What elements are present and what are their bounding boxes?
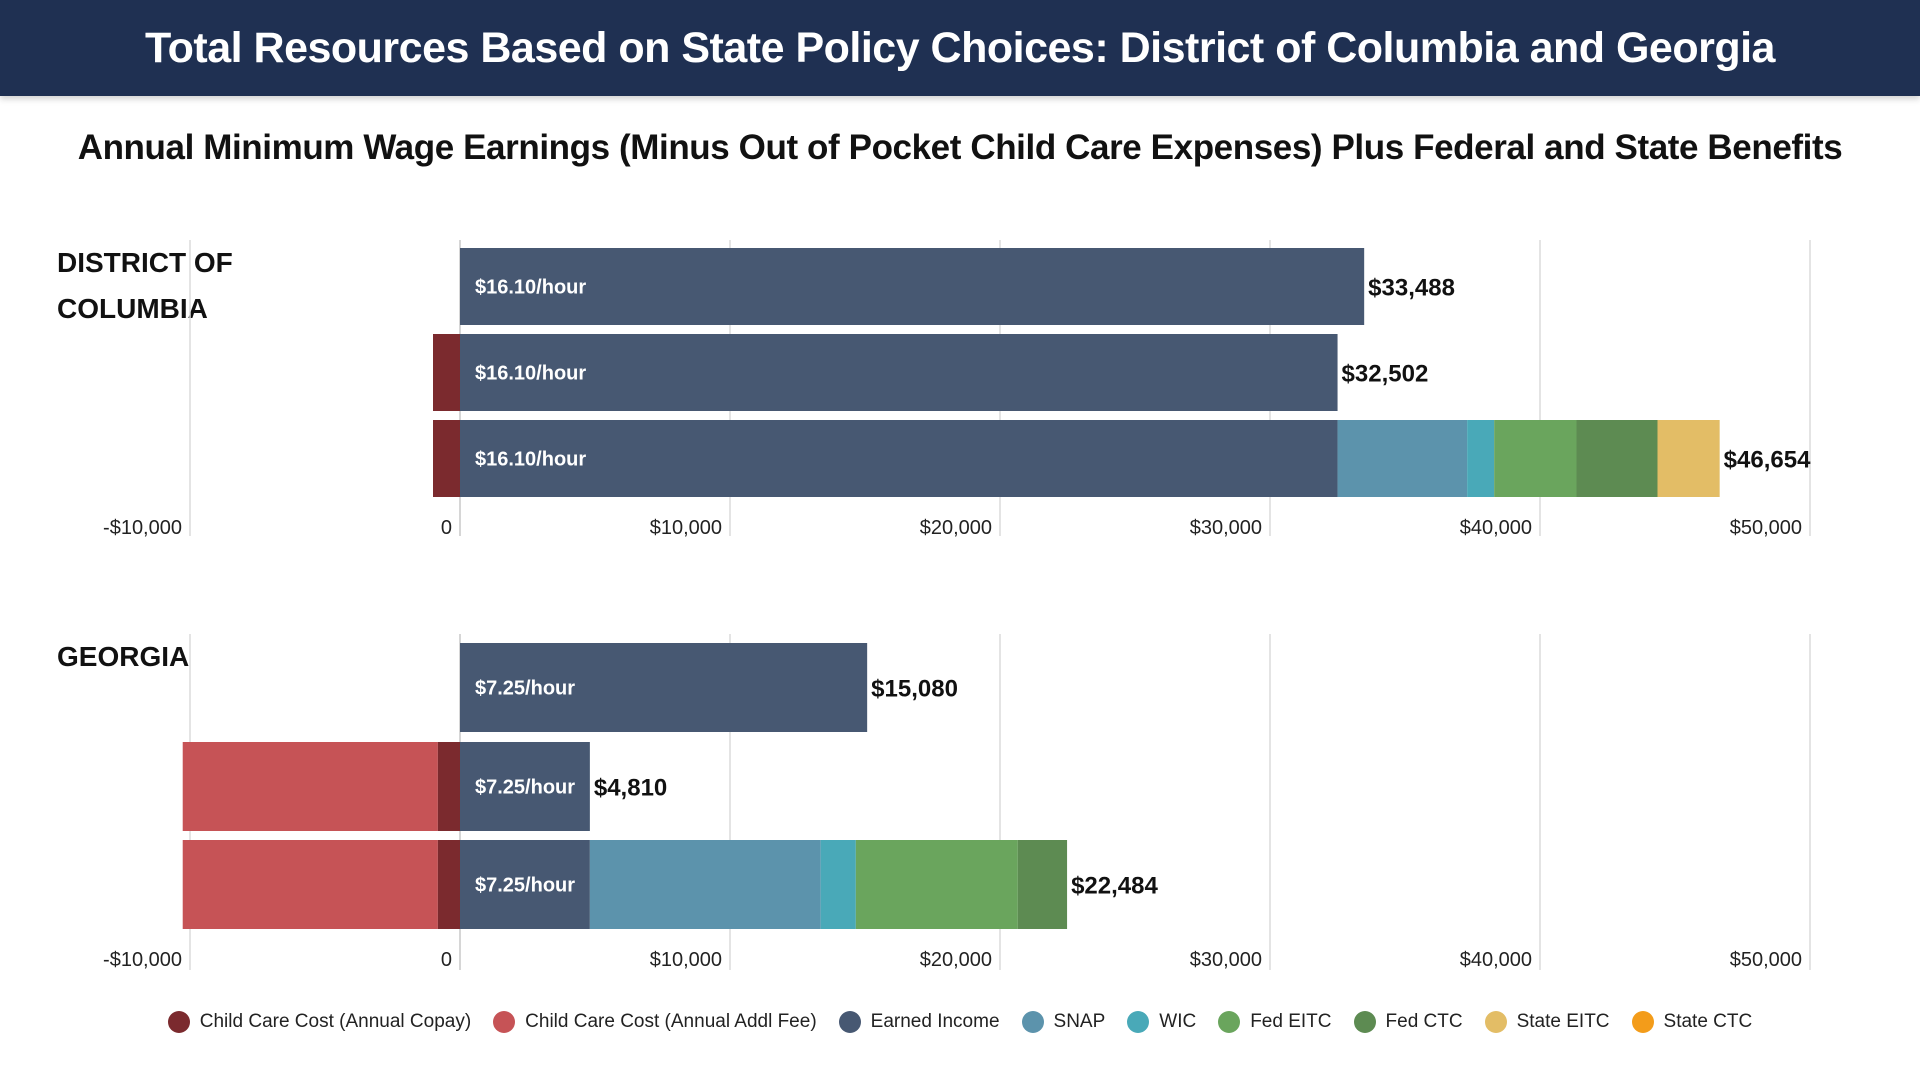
bar-segment [182, 742, 438, 831]
x-tick-label: $20,000 [920, 949, 992, 971]
legend: Child Care Cost (Annual Copay) Child Care… [0, 1006, 1920, 1038]
legend-label: Earned Income [870, 1011, 1000, 1032]
x-tick-label: 0 [441, 517, 452, 539]
x-tick-label: $20,000 [920, 517, 992, 539]
bar-segment [855, 840, 1018, 929]
legend-label: Child Care Cost (Annual Addl Fee) [525, 1011, 817, 1032]
bar-wage-label: $7.25/hour [475, 875, 575, 897]
bar-segment [437, 840, 460, 929]
legend-item: Fed CTC [1353, 1011, 1463, 1033]
bar-total-label: $33,488 [1368, 275, 1455, 302]
x-tick-label: 0 [441, 949, 452, 971]
legend-label: Fed CTC [1385, 1011, 1463, 1032]
section-label: DISTRICT OF [57, 247, 233, 278]
section-label: GEORGIA [57, 641, 189, 672]
bar-segment [460, 248, 1365, 325]
x-tick-label: -$10,000 [103, 517, 182, 539]
bar-segment [460, 840, 590, 929]
legend-swatch [493, 1011, 516, 1033]
chart-title: Total Resources Based on State Policy Ch… [145, 23, 1775, 72]
bar-segment [437, 742, 460, 831]
legend-item: Fed EITC [1218, 1011, 1332, 1033]
legend-label: State CTC [1663, 1011, 1753, 1032]
legend-item: Child Care Cost (Annual Addl Fee) [493, 1011, 817, 1033]
bar-segment [433, 420, 460, 497]
bar-segment [433, 334, 460, 411]
bar-total-label: $22,484 [1071, 873, 1158, 900]
bar-total-label: $4,810 [594, 775, 667, 802]
legend-swatch [1353, 1011, 1376, 1033]
x-tick-label: $10,000 [650, 949, 722, 971]
bar-segment [182, 840, 438, 929]
x-tick-label: $40,000 [1460, 517, 1532, 539]
x-tick-label: $40,000 [1460, 949, 1532, 971]
bar-wage-label: $16.10/hour [475, 363, 586, 385]
legend-label: State EITC [1516, 1011, 1610, 1032]
bar-segment [820, 840, 856, 929]
bar-segment [1337, 420, 1468, 497]
bar-segment [1467, 420, 1495, 497]
bar-wage-label: $7.25/hour [475, 777, 575, 799]
legend-swatch [838, 1011, 861, 1033]
bar-total-label: $46,654 [1724, 447, 1811, 474]
legend-swatch [1127, 1011, 1150, 1033]
x-tick-label: $10,000 [650, 517, 722, 539]
legend-label: Fed EITC [1250, 1011, 1332, 1032]
legend-swatch [167, 1011, 190, 1033]
x-tick-label: $50,000 [1730, 949, 1802, 971]
bar-wage-label: $7.25/hour [475, 678, 575, 700]
legend-swatch [1021, 1011, 1044, 1033]
x-tick-label: $50,000 [1730, 517, 1802, 539]
legend-item: Earned Income [838, 1011, 1000, 1033]
bar-segment [460, 643, 868, 732]
stacked-bar-chart: DISTRICT OF COLUMBIA -$10,000 0 $10,000 $20,0… [57, 240, 1811, 971]
bar-segment [1576, 420, 1658, 497]
bar-segment [460, 420, 1338, 497]
bar-segment [589, 840, 821, 929]
legend-item: WIC [1127, 1011, 1196, 1033]
section-label: COLUMBIA [57, 293, 208, 324]
legend-item: State CTC [1631, 1011, 1753, 1033]
bar-wage-label: $16.10/hour [475, 449, 586, 471]
bar-segment [1657, 420, 1720, 497]
chart-header: Total Resources Based on State Policy Ch… [0, 0, 1920, 96]
legend-swatch [1484, 1011, 1507, 1033]
bar-segment [1494, 420, 1577, 497]
x-tick-label: $30,000 [1190, 949, 1262, 971]
bar-segment [460, 334, 1338, 411]
legend-label: SNAP [1053, 1011, 1106, 1032]
legend-swatch [1631, 1011, 1654, 1033]
legend-label: WIC [1159, 1011, 1197, 1032]
x-tick-label: -$10,000 [103, 949, 182, 971]
bar-total-label: $15,080 [871, 676, 958, 703]
legend-item: Child Care Cost (Annual Copay) [167, 1011, 472, 1033]
bar-segment [1017, 840, 1068, 929]
legend-label: Child Care Cost (Annual Copay) [199, 1011, 472, 1032]
bar-wage-label: $16.10/hour [475, 277, 586, 299]
bar-segment [460, 742, 590, 831]
bar-total-label: $32,502 [1342, 361, 1429, 388]
x-tick-label: $30,000 [1190, 517, 1262, 539]
chart-subtitle: Annual Minimum Wage Earnings (Minus Out … [77, 128, 1843, 167]
legend-swatch [1218, 1011, 1241, 1033]
legend-item: SNAP [1021, 1011, 1106, 1033]
legend-item: State EITC [1484, 1011, 1610, 1033]
